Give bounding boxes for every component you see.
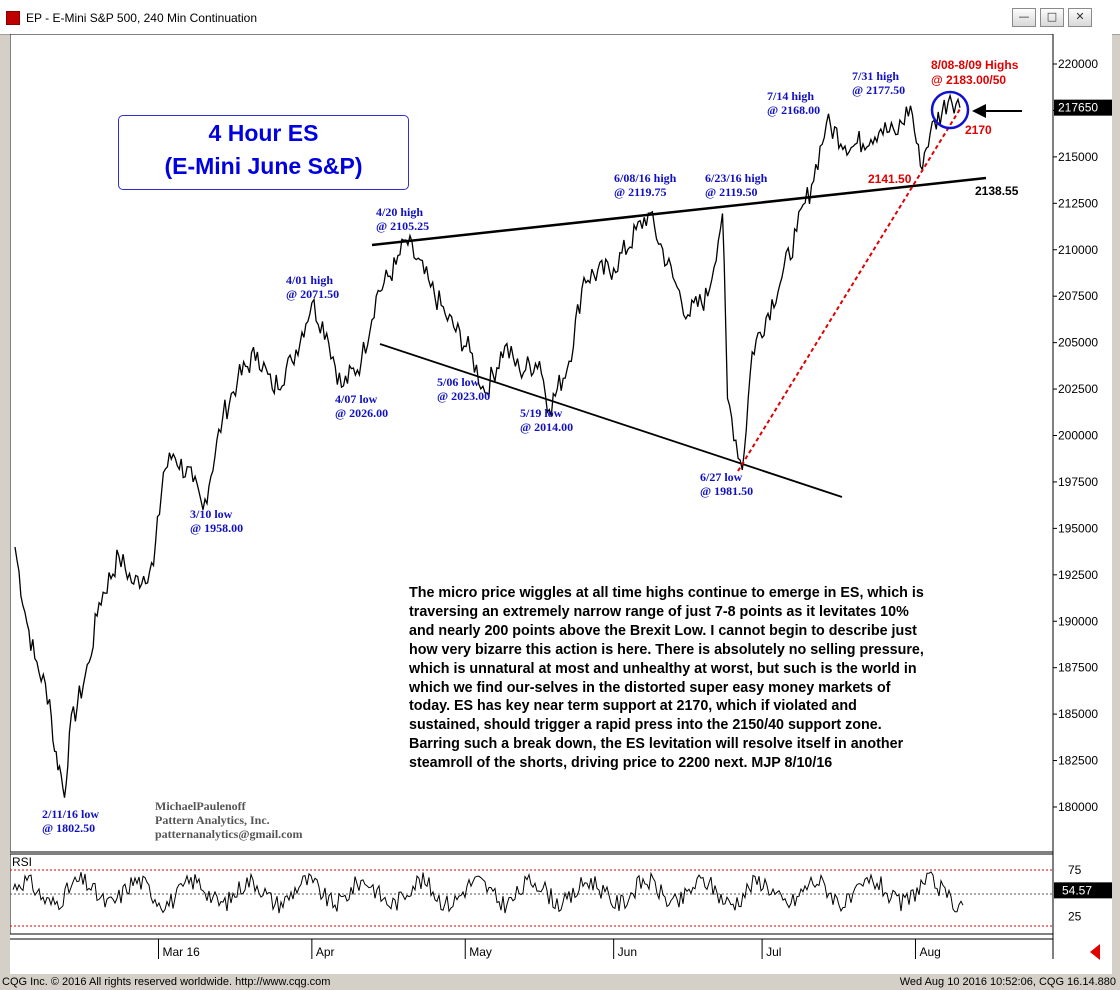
y-tick-label: 205000	[1058, 336, 1098, 350]
annotation-2-11-low-value: @ 1802.50	[42, 821, 95, 835]
author-block: MichaelPaulenoff Pattern Analytics, Inc.…	[155, 799, 302, 841]
minimize-button[interactable]: —	[1012, 8, 1036, 27]
lower-trendline	[379, 343, 843, 498]
annotation-6-23-high-label: 6/23/16 high	[705, 171, 768, 185]
y-tick-label: 210000	[1058, 243, 1098, 257]
support-2141-label: 2141.50	[868, 172, 912, 186]
rsi-line	[12, 871, 964, 914]
author-name: MichaelPaulenoff	[155, 799, 246, 813]
author-company: Pattern Analytics, Inc.	[155, 813, 270, 827]
close-button[interactable]: ✕	[1068, 8, 1092, 27]
annotation-7-14-high-value: @ 2168.00	[767, 103, 820, 117]
app-icon	[6, 11, 20, 25]
chart-subtitle: (E-Mini June S&P)	[164, 153, 363, 179]
annotation-5-19-low-value: @ 2014.00	[520, 420, 573, 434]
window-title: EP - E-Mini S&P 500, 240 Min Continuatio…	[26, 11, 258, 25]
annotation-5-19-low-label: 5/19 low	[520, 406, 563, 420]
annotation-3-10-low-value: @ 1958.00	[190, 521, 243, 535]
y-tick-label: 215000	[1058, 150, 1098, 164]
support-2170-label: 2170	[965, 123, 992, 137]
x-tick-label: Apr	[316, 945, 335, 959]
y-tick-label: 195000	[1058, 521, 1098, 535]
highs-annotation-label: 8/08-8/09 Highs	[931, 58, 1019, 72]
chart-title: 4 Hour ES	[208, 120, 319, 146]
annotation-6-23-high-value: @ 2119.50	[705, 185, 758, 199]
scroll-left-arrow-icon	[1090, 944, 1100, 960]
window-titlebar: EP - E-Mini S&P 500, 240 Min Continuatio…	[0, 0, 1120, 35]
y-tick-label: 185000	[1058, 707, 1098, 721]
y-tick-label: 192500	[1058, 568, 1098, 582]
y-tick-label: 180000	[1058, 800, 1098, 814]
x-tick-label: May	[469, 945, 492, 959]
last-price-label: 217650	[1058, 101, 1098, 115]
chart-area[interactable]: 2200002175002150002125002100002075002050…	[10, 34, 1112, 974]
upper-trendline	[371, 176, 987, 247]
y-tick-label: 197500	[1058, 475, 1098, 489]
y-tick-label: 202500	[1058, 382, 1098, 396]
level-2138-label: 2138.55	[975, 184, 1019, 198]
x-tick-label: Mar 16	[162, 945, 200, 959]
rsi-tick-25: 25	[1068, 909, 1082, 923]
annotation-4-07-low-label: 4/07 low	[335, 392, 378, 406]
rsi-last-box	[1054, 882, 1112, 899]
annotation-6-08-high-value: @ 2119.75	[614, 185, 667, 199]
annotation-7-31-high-value: @ 2177.50	[852, 83, 905, 97]
price-chart-svg: 2200002175002150002125002100002075002050…	[10, 34, 1112, 960]
status-timestamp: Wed Aug 10 2016 10:52:06, CQG 16.14.880	[899, 976, 1116, 988]
annotation-6-27-low-label: 6/27 low	[700, 470, 743, 484]
red-support-trendline	[737, 108, 961, 472]
status-bar: CQG Inc. © 2016 All rights reserved worl…	[0, 974, 1120, 990]
last-price-box	[1054, 99, 1112, 116]
y-tick-label: 220000	[1058, 57, 1098, 71]
annotation-4-07-low-value: @ 2026.00	[335, 406, 388, 420]
maximize-button[interactable]: □	[1040, 8, 1064, 27]
annotation-5-06-low-label: 5/06 low	[437, 375, 480, 389]
annotation-6-08-high-label: 6/08/16 high	[614, 171, 677, 185]
annotation-4-20-high-label: 4/20 high	[376, 205, 423, 219]
x-tick-label: Jun	[618, 945, 637, 959]
y-tick-label: 200000	[1058, 429, 1098, 443]
annotation-7-31-high-label: 7/31 high	[852, 69, 899, 83]
y-tick-label: 190000	[1058, 614, 1098, 628]
rsi-pane-label: RSI	[12, 855, 32, 869]
annotation-3-10-low-label: 3/10 low	[190, 507, 233, 521]
y-tick-label: 182500	[1058, 754, 1098, 768]
annotation-4-01-high-label: 4/01 high	[286, 273, 333, 287]
price-series-line	[14, 93, 961, 798]
rsi-tick-75: 75	[1068, 863, 1082, 877]
rsi-last-value: 54.57	[1062, 883, 1092, 897]
annotation-5-06-low-value: @ 2023.00	[437, 389, 490, 403]
y-tick-label: 207500	[1058, 289, 1098, 303]
y-tick-label: 187500	[1058, 661, 1098, 675]
annotation-4-01-high-value: @ 2071.50	[286, 287, 339, 301]
highs-circle	[930, 90, 970, 130]
annotation-6-27-low-value: @ 1981.50	[700, 484, 753, 498]
annotation-7-14-high-label: 7/14 high	[767, 89, 814, 103]
chart-title-box: 4 Hour ES (E-Mini June S&P)	[118, 115, 409, 190]
annotation-2-11-low-label: 2/11/16 low	[42, 807, 99, 821]
y-tick-label: 212500	[1058, 196, 1098, 210]
status-copyright: CQG Inc. © 2016 All rights reserved worl…	[2, 976, 331, 988]
commentary-text: The micro price wiggles at all time high…	[409, 585, 924, 772]
x-tick-label: Jul	[766, 945, 781, 959]
pointer-arrow-head	[972, 104, 986, 118]
annotation-4-20-high-value: @ 2105.25	[376, 219, 429, 233]
author-email: patternanalytics@gmail.com	[155, 827, 303, 841]
highs-annotation-value: @ 2183.00/50	[931, 73, 1006, 87]
x-tick-label: Aug	[919, 945, 940, 959]
